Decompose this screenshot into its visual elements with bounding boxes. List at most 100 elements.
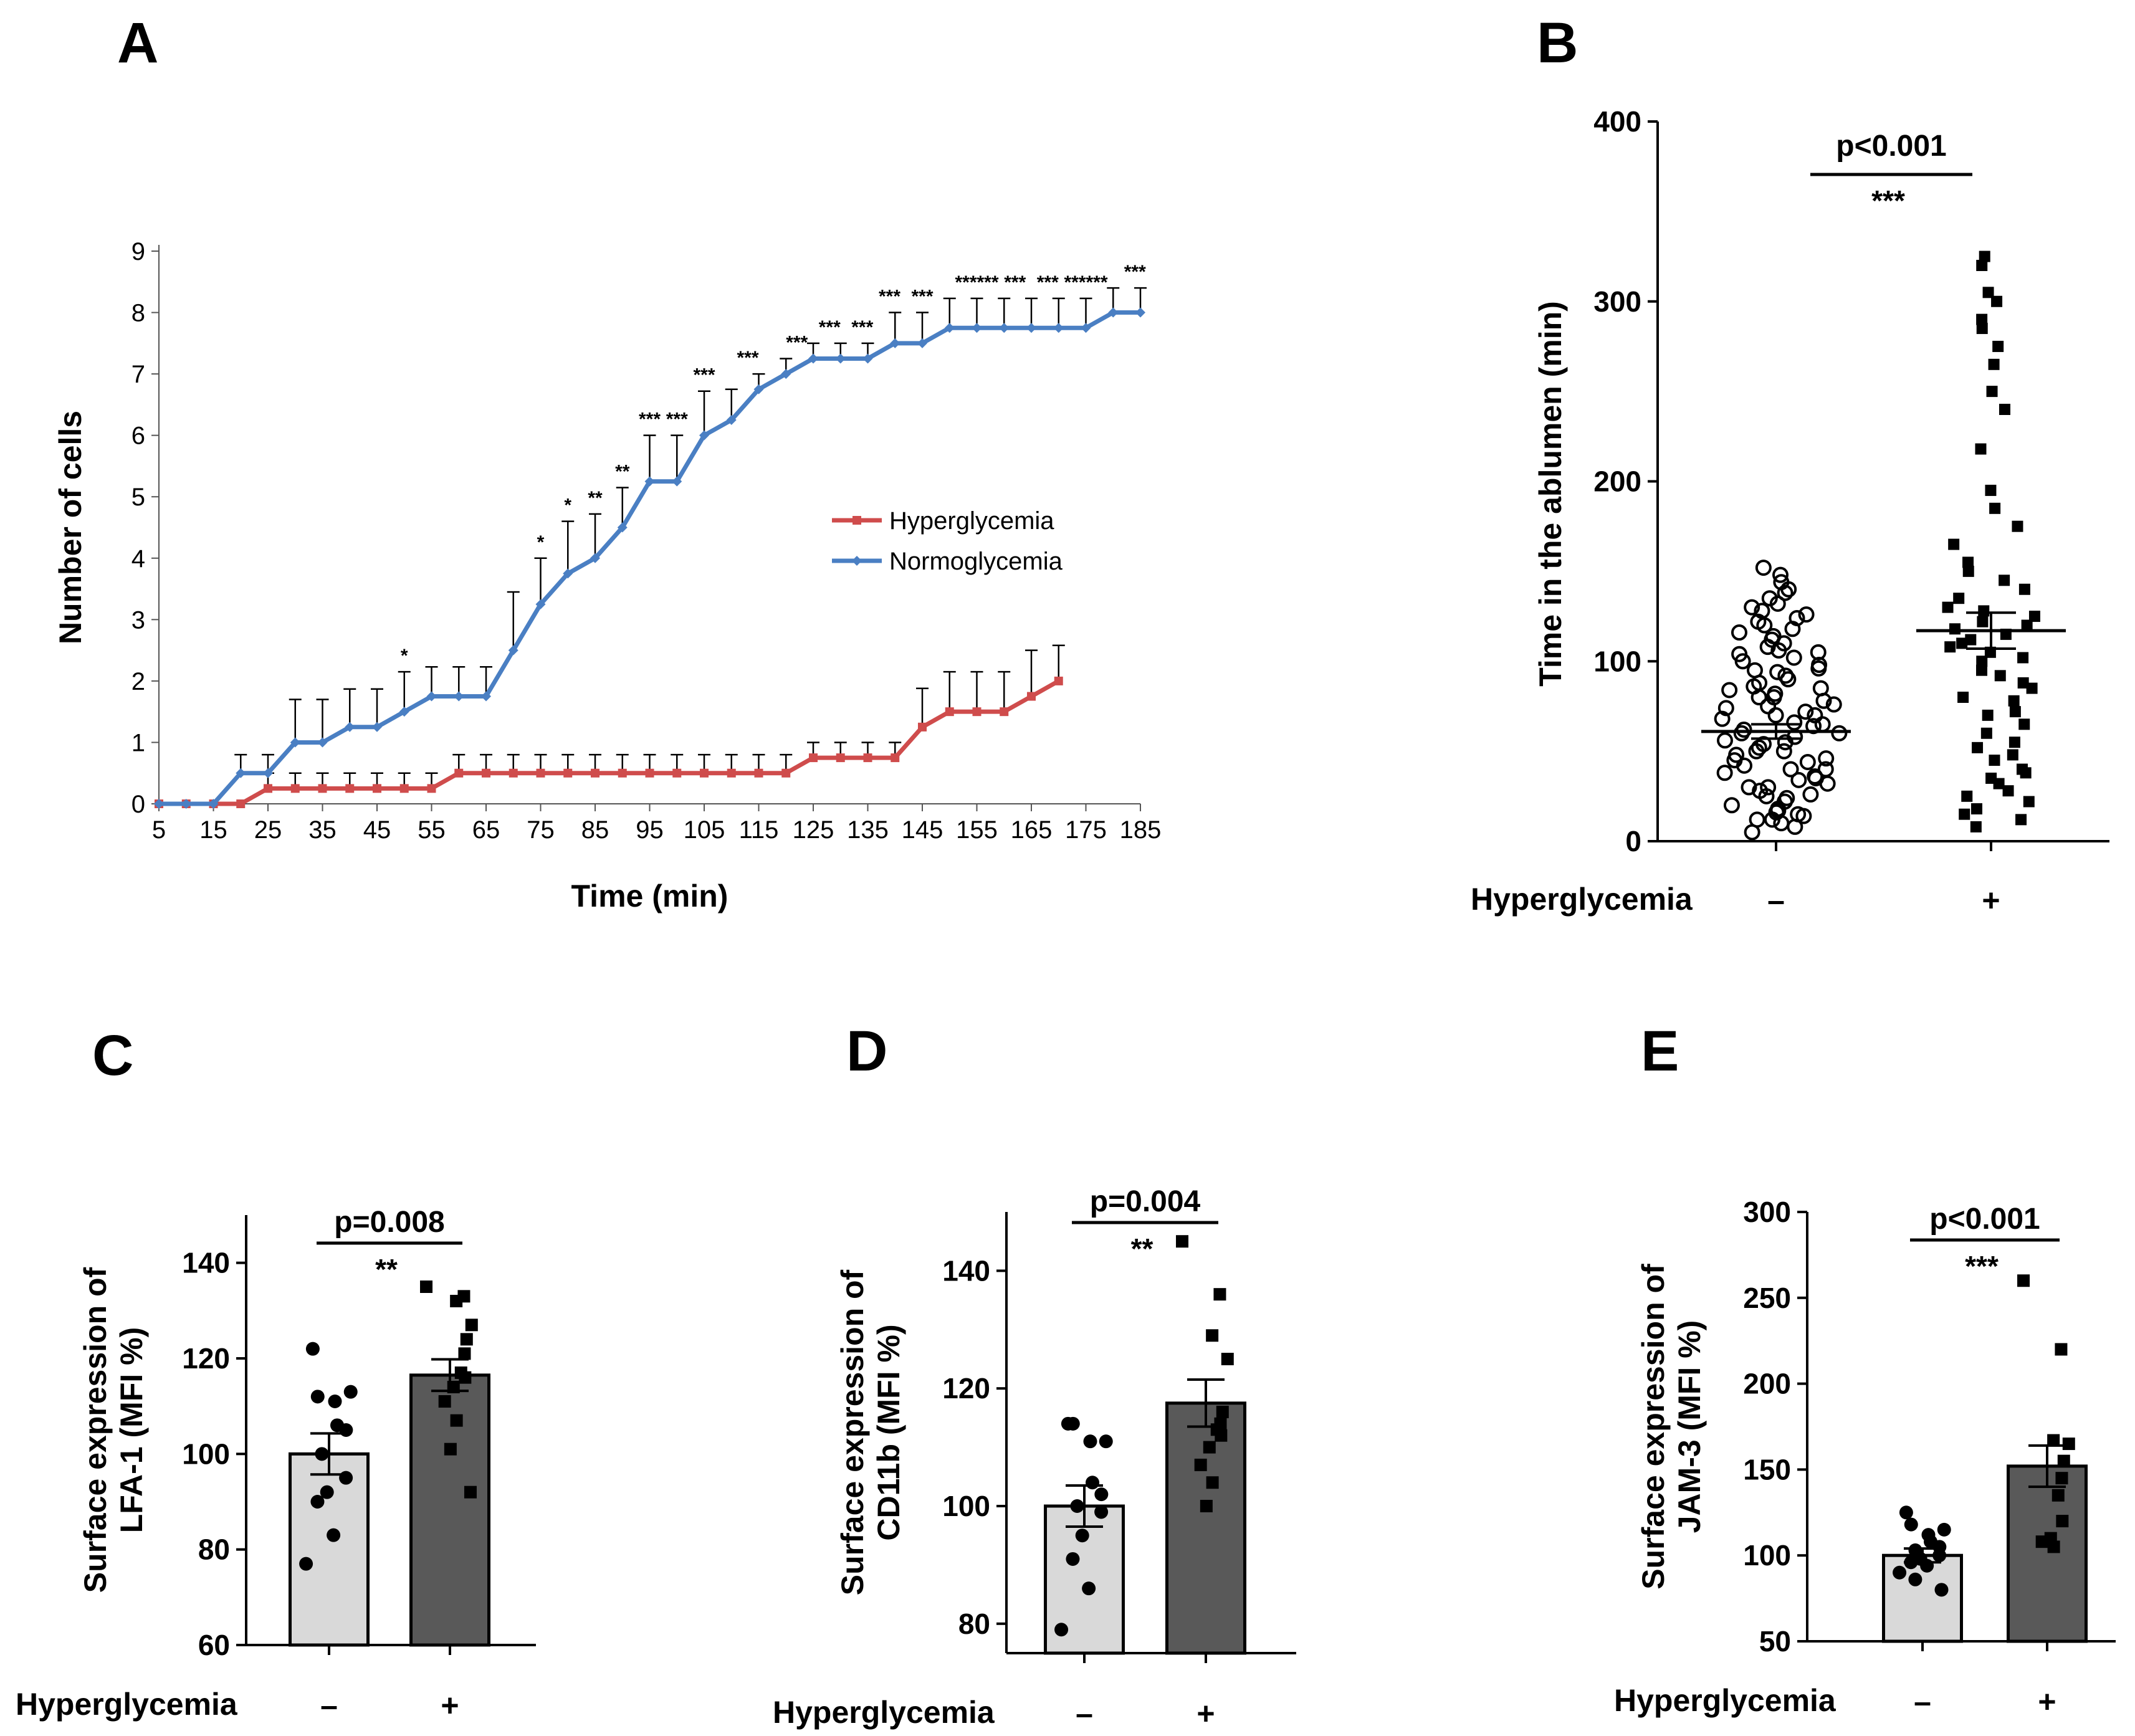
scatter-point <box>2017 652 2029 664</box>
y-tick-label: 400 <box>1593 105 1641 138</box>
data-point <box>399 784 409 793</box>
category-label: + <box>441 1688 459 1723</box>
data-point <box>891 753 900 763</box>
scatter-point <box>1985 772 1997 784</box>
data-point <box>1932 1548 1947 1563</box>
data-point <box>1026 323 1036 333</box>
x-axis-title: Time (min) <box>571 879 728 913</box>
scatter-point <box>1769 595 1786 612</box>
scatter-point <box>1817 761 1834 778</box>
data-point <box>2035 1535 2048 1548</box>
scatter-point <box>1749 811 1765 828</box>
y-tick-label: 80 <box>958 1608 990 1640</box>
x-tick-label: 35 <box>308 816 337 844</box>
x-tick-label: 185 <box>1120 816 1162 844</box>
scatter-point <box>1717 700 1734 717</box>
data-point <box>1081 323 1091 333</box>
scatter-point <box>1814 716 1831 733</box>
y-axis-title: Time in the ablumen (min) <box>1533 301 1568 687</box>
data-point <box>1108 307 1119 318</box>
data-point <box>2051 1489 2065 1502</box>
scatter-point <box>1976 656 1988 667</box>
y-tick-label: 6 <box>131 422 145 450</box>
panel-c-bar-chart: 60 80 100 120 140 Hyperglycemia – + Surface expr… <box>16 1206 536 1723</box>
p-value-label: p<0.001 <box>1929 1203 2040 1236</box>
scatter-point <box>1970 803 1982 815</box>
y-tick-label: 50 <box>1759 1625 1791 1657</box>
data-point <box>808 353 818 364</box>
scatter-point <box>1799 753 1816 770</box>
scatter-point <box>1728 746 1745 763</box>
scatter-point <box>1962 565 1974 577</box>
significance-label: *** <box>911 287 933 307</box>
data-point <box>290 737 300 748</box>
data-point <box>465 1319 478 1332</box>
data-point <box>563 768 573 778</box>
y-tick-label: 200 <box>1743 1368 1791 1400</box>
x-tick-label: 175 <box>1065 816 1107 844</box>
scatter-point <box>1767 685 1784 702</box>
scatter-point <box>1765 627 1782 644</box>
x-tick-label: 95 <box>636 816 664 844</box>
data-point <box>317 737 328 748</box>
y-tick-label: 120 <box>182 1342 230 1375</box>
data-point <box>645 768 654 778</box>
data-point <box>809 753 818 763</box>
data-point <box>1937 1522 1951 1537</box>
data-point <box>1070 1499 1084 1513</box>
significance-label: ** <box>588 488 603 508</box>
scatter-point <box>1978 605 1990 617</box>
scatter-point <box>1812 680 1829 697</box>
scatter-point <box>1721 682 1738 699</box>
data-point <box>1054 676 1063 685</box>
data-point <box>427 784 436 793</box>
scatter-point <box>1994 670 2006 682</box>
data-point <box>1083 1434 1097 1449</box>
y-axis-title: Number of cells <box>53 411 88 644</box>
x-axis-title: Hyperglycemia <box>1471 882 1693 917</box>
scatter-point <box>1744 599 1760 616</box>
data-point <box>447 1381 460 1393</box>
data-point <box>310 1495 325 1509</box>
scatter-point <box>1999 575 2010 586</box>
bar-plus <box>2007 1464 2088 1643</box>
data-point <box>1920 1558 1934 1573</box>
bar-plus <box>1165 1401 1246 1655</box>
scatter-point <box>1976 323 1988 335</box>
significance-stars: ** <box>1131 1233 1153 1265</box>
scatter-point <box>1979 250 1990 262</box>
data-point <box>700 768 709 778</box>
data-point <box>460 1333 473 1346</box>
scatter-point <box>1975 664 1987 676</box>
x-axis-title: Hyperglycemia <box>1614 1683 1836 1718</box>
scatter-point <box>1761 590 1778 607</box>
scatter-point <box>1959 808 1970 820</box>
data-point <box>181 799 191 809</box>
scatter-point <box>1777 667 1794 684</box>
x-tick-label: 155 <box>956 816 998 844</box>
scatter-point <box>1989 755 2000 766</box>
data-point <box>672 768 682 778</box>
scatter-point <box>1741 779 1757 796</box>
data-point <box>944 323 955 333</box>
x-tick-label: 5 <box>152 816 166 844</box>
data-point <box>438 1395 451 1408</box>
scatter-point <box>1965 634 1977 646</box>
y-tick-label: 60 <box>198 1629 230 1661</box>
data-point <box>644 476 655 487</box>
data-point <box>1075 1529 1089 1543</box>
panel-letter-a: A <box>117 11 158 75</box>
scatter-point <box>2016 763 2028 775</box>
data-point <box>264 784 272 793</box>
scatter-point <box>1949 623 1961 635</box>
data-point <box>1899 1505 1913 1520</box>
x-tick-label: 115 <box>739 816 779 844</box>
scatter-point <box>1714 710 1731 727</box>
legend-marker-hyperglycemia <box>853 516 861 525</box>
legend-marker-normoglycemia <box>852 556 862 566</box>
significance-label: *** <box>639 409 661 430</box>
scatter-point <box>1977 616 1989 627</box>
y-tick-label: 250 <box>1743 1282 1791 1314</box>
data-point <box>835 353 846 364</box>
